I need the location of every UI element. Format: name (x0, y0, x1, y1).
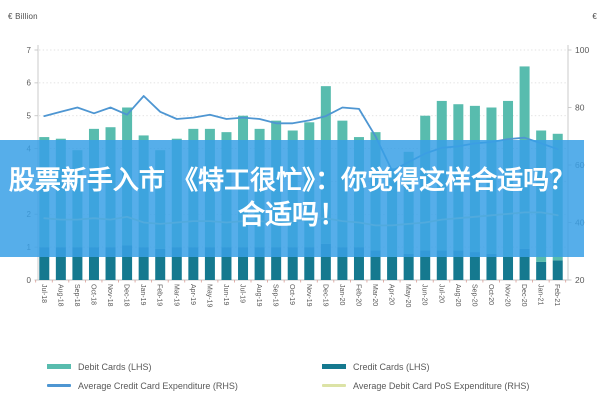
svg-text:7: 7 (27, 46, 32, 55)
svg-text:Jan-20: Jan-20 (338, 284, 345, 306)
svg-text:Aug-20: Aug-20 (454, 284, 461, 307)
legend-label-avg-credit-expenditure: Average Credit Card Expenditure (RHS) (78, 380, 238, 391)
left-axis-title: € Billion (8, 12, 38, 21)
svg-text:Mar-20: Mar-20 (371, 284, 378, 306)
svg-text:Oct-19: Oct-19 (288, 284, 295, 305)
right-axis-title: € (592, 12, 597, 21)
svg-text:May-19: May-19 (205, 284, 212, 307)
svg-text:Nov-19: Nov-19 (305, 284, 312, 307)
legend-label-credit-cards: Credit Cards (LHS) (353, 361, 430, 372)
svg-text:Sep-20: Sep-20 (470, 284, 477, 307)
svg-text:2: 2 (27, 210, 32, 219)
svg-text:Apr-20: Apr-20 (388, 284, 395, 305)
svg-text:Jul-19: Jul-19 (239, 284, 246, 303)
svg-text:Mar-19: Mar-19 (172, 284, 179, 306)
svg-text:May-20: May-20 (404, 284, 411, 307)
svg-text:Dec-20: Dec-20 (520, 284, 527, 307)
svg-text:Jan-19: Jan-19 (139, 284, 146, 306)
legend-swatch-credit-cards (322, 364, 346, 369)
svg-text:Dec-19: Dec-19 (321, 284, 328, 307)
svg-text:40: 40 (575, 217, 585, 227)
svg-text:1: 1 (27, 243, 32, 252)
legend-label-avg-debit-pos-expenditure: Average Debit Card PoS Expenditure (RHS) (353, 380, 530, 391)
svg-text:Oct-18: Oct-18 (89, 284, 96, 305)
svg-text:Sep-18: Sep-18 (73, 284, 80, 307)
legend-label-debit-cards: Debit Cards (LHS) (78, 361, 152, 372)
svg-text:Jan-21: Jan-21 (537, 284, 544, 306)
svg-text:Feb-21: Feb-21 (553, 284, 560, 306)
legend-item-credit-cards: Credit Cards (LHS) (322, 360, 529, 373)
svg-text:Jul-20: Jul-20 (437, 284, 444, 303)
legend-swatch-debit-cards (47, 364, 71, 369)
legend-item-avg-debit-pos-expenditure: Average Debit Card PoS Expenditure (RHS) (322, 379, 529, 392)
svg-text:3: 3 (27, 177, 32, 186)
legend-column-right: Credit Cards (LHS) Average Debit Card Po… (322, 360, 529, 398)
svg-text:Feb-20: Feb-20 (354, 284, 361, 306)
svg-text:Nov-20: Nov-20 (504, 284, 511, 307)
svg-text:Aug-18: Aug-18 (56, 284, 63, 307)
legend-column-left: Debit Cards (LHS) Average Credit Card Ex… (47, 360, 238, 398)
svg-text:4: 4 (27, 144, 32, 153)
legend-swatch-avg-credit-expenditure (47, 384, 71, 387)
axis-tick-labels: 0 1 2 3 4 5 6 7 20 40 60 80 100 Jul-18 Aug-18 Sep-18 Oct… (27, 45, 590, 308)
svg-text:100: 100 (575, 45, 589, 55)
svg-text:Jun-19: Jun-19 (222, 284, 229, 306)
svg-text:6: 6 (27, 79, 32, 88)
svg-text:80: 80 (575, 102, 585, 112)
svg-text:Aug-19: Aug-19 (255, 284, 262, 307)
bars (39, 66, 563, 280)
svg-text:20: 20 (575, 275, 585, 285)
svg-text:Oct-20: Oct-20 (487, 284, 494, 305)
svg-text:Feb-19: Feb-19 (156, 284, 163, 306)
svg-text:Nov-18: Nov-18 (106, 284, 113, 307)
svg-text:Apr-19: Apr-19 (189, 284, 196, 305)
svg-text:Jul-18: Jul-18 (40, 284, 47, 303)
legend-item-debit-cards: Debit Cards (LHS) (47, 360, 238, 373)
svg-text:Sep-19: Sep-19 (272, 284, 279, 307)
svg-text:Dec-18: Dec-18 (123, 284, 130, 307)
svg-text:0: 0 (27, 276, 32, 285)
legend-swatch-avg-debit-pos-expenditure (322, 384, 346, 387)
svg-text:60: 60 (575, 160, 585, 170)
legend-item-avg-credit-expenditure: Average Credit Card Expenditure (RHS) (47, 379, 238, 392)
svg-text:5: 5 (27, 112, 32, 121)
svg-text:Jun-20: Jun-20 (421, 284, 428, 306)
